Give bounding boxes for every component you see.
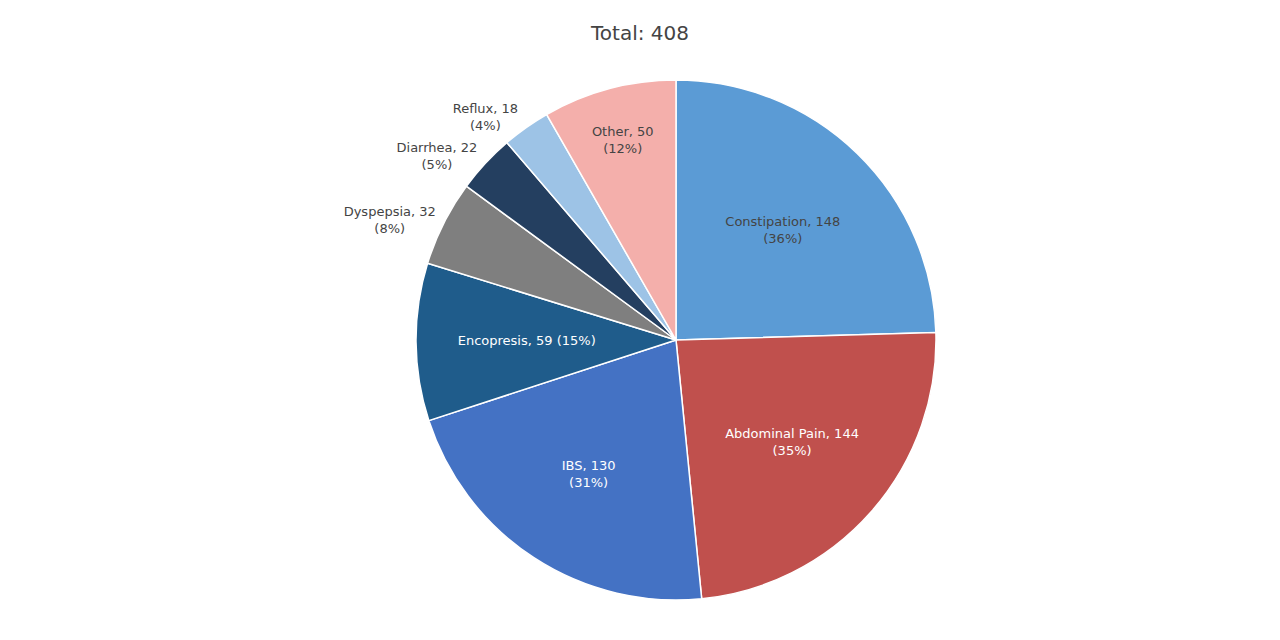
svg-text:IBS, 130(31%): IBS, 130(31%) — [562, 458, 616, 490]
svg-text:Abdominal Pain, 144(35%): Abdominal Pain, 144(35%) — [725, 426, 859, 458]
svg-text:Other, 50(12%): Other, 50(12%) — [592, 124, 654, 156]
svg-text:Reflux, 18(4%): Reflux, 18(4%) — [453, 101, 518, 133]
svg-text:Diarrhea, 22(5%): Diarrhea, 22(5%) — [397, 140, 478, 172]
svg-text:Encopresis, 59 (15%): Encopresis, 59 (15%) — [458, 333, 596, 348]
svg-text:Total: 408: Total: 408 — [590, 21, 689, 45]
svg-text:Dyspepsia, 32(8%): Dyspepsia, 32(8%) — [344, 204, 436, 236]
svg-text:Constipation, 148(36%): Constipation, 148(36%) — [725, 214, 840, 246]
